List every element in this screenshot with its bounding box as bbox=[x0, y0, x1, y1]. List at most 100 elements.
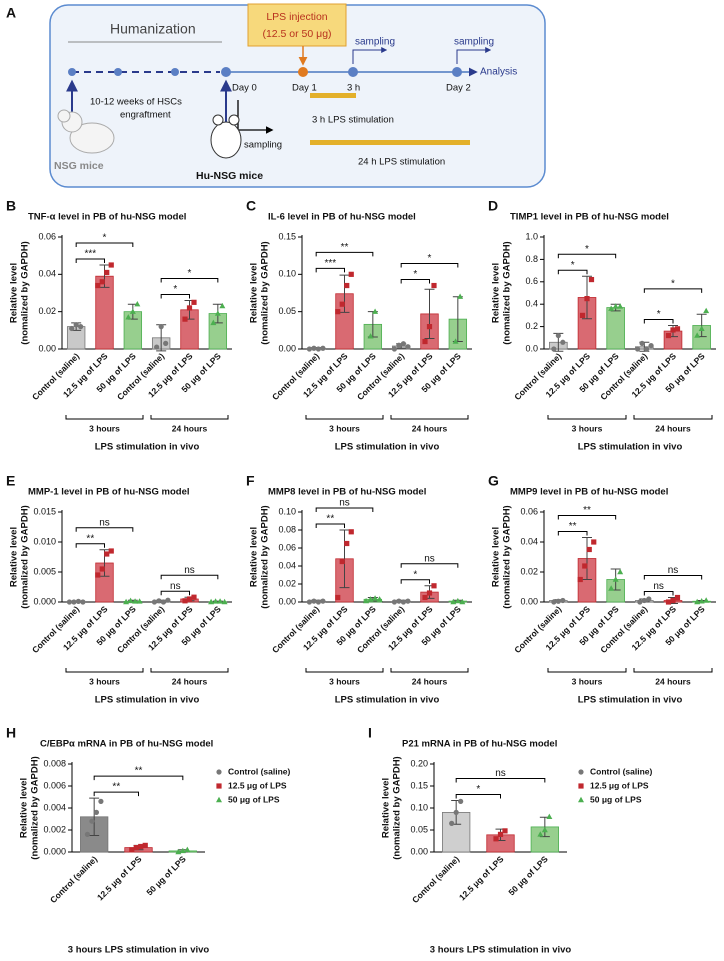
significance-bracket bbox=[643, 288, 703, 293]
y-axis-label: Relative level bbox=[249, 263, 260, 323]
data-point bbox=[555, 332, 561, 339]
significance-label: ns bbox=[653, 581, 664, 592]
day-label: Day 2 bbox=[446, 83, 471, 94]
y-tick-label: 0.02 bbox=[38, 306, 56, 316]
data-point bbox=[184, 846, 191, 852]
data-point bbox=[133, 845, 139, 851]
data-point bbox=[586, 546, 592, 553]
data-point bbox=[182, 316, 188, 322]
significance-label: * bbox=[428, 253, 432, 264]
day-label: Day 1 bbox=[292, 83, 317, 94]
data-point bbox=[163, 340, 169, 346]
y-axis-label: Relative level bbox=[19, 778, 30, 838]
y-tick-label: 0.006 bbox=[43, 780, 66, 790]
panel-label: A bbox=[6, 5, 16, 21]
data-point bbox=[104, 551, 110, 557]
significance-bracket bbox=[557, 269, 588, 275]
chart-title: TNF-α level in PB of hu-NSG model bbox=[28, 212, 186, 223]
data-point bbox=[335, 594, 341, 601]
data-point bbox=[639, 340, 645, 346]
sampling-arrow bbox=[456, 47, 492, 64]
data-point bbox=[315, 599, 322, 605]
data-point bbox=[108, 262, 114, 268]
data-point bbox=[175, 848, 182, 855]
data-point bbox=[221, 598, 228, 605]
data-point bbox=[127, 597, 134, 603]
data-point bbox=[311, 598, 317, 604]
data-point bbox=[165, 597, 171, 603]
data-point bbox=[129, 308, 136, 314]
data-point bbox=[191, 299, 197, 305]
significance-label: * bbox=[188, 268, 192, 279]
y-tick-label: 0.002 bbox=[43, 824, 66, 834]
significance-label: * bbox=[413, 269, 417, 280]
group-label: 3 hours bbox=[329, 676, 360, 686]
chart-panel: G MMP9 level in PB of hu-NSG model Relativ… bbox=[488, 473, 716, 706]
data-point bbox=[560, 597, 566, 604]
y-tick-label: 0.8 bbox=[525, 254, 538, 264]
group-bracket bbox=[65, 415, 144, 420]
chart-title: MMP8 level in PB of hu-NSG model bbox=[268, 487, 426, 498]
data-point bbox=[311, 345, 317, 351]
significance-bracket bbox=[315, 251, 374, 257]
x-axis-label: LPS stimulation in vivo bbox=[335, 442, 440, 453]
y-tick-label: 0.04 bbox=[520, 536, 538, 546]
data-point bbox=[214, 310, 221, 316]
data-point bbox=[138, 843, 144, 850]
data-point bbox=[670, 597, 676, 604]
data-point bbox=[608, 585, 615, 591]
x-tick-label: Control (saline) bbox=[30, 351, 81, 402]
timeline-dots bbox=[68, 67, 462, 77]
legend-label: 12.5 μg of LPS bbox=[228, 780, 287, 790]
significance-bracket bbox=[75, 527, 134, 532]
data-point bbox=[497, 831, 504, 837]
data-point bbox=[637, 599, 643, 605]
significance-label: * bbox=[103, 233, 107, 244]
chart-title: MMP9 level in PB of hu-NSG model bbox=[510, 487, 668, 498]
x-axis-label: LPS stimulation in vivo bbox=[95, 442, 200, 453]
x-axis-label: LPS stimulation in vivo bbox=[95, 695, 200, 706]
significance-label: * bbox=[173, 284, 177, 295]
analysis-label: Analysis bbox=[480, 67, 517, 78]
data-point bbox=[452, 338, 459, 344]
data-point bbox=[125, 314, 132, 320]
chart-title: IL-6 level in PB of hu-NSG model bbox=[268, 212, 416, 223]
data-point bbox=[674, 326, 681, 332]
data-point bbox=[450, 598, 457, 605]
y-axis-label: (nomalized by GAPDH) bbox=[20, 241, 31, 344]
data-point bbox=[400, 341, 407, 347]
y-axis bbox=[61, 510, 232, 603]
data-point bbox=[210, 319, 217, 326]
data-point bbox=[546, 813, 553, 819]
x-tick-label: Control (saline) bbox=[270, 351, 321, 402]
y-tick-label: 0.15 bbox=[278, 231, 296, 241]
y-tick-label: 0.02 bbox=[520, 566, 538, 576]
y-tick-label: 0.000 bbox=[33, 596, 56, 606]
y-tick-label: 0.015 bbox=[33, 506, 56, 516]
data-point bbox=[108, 548, 114, 554]
significance-label: ** bbox=[112, 782, 120, 793]
sampling-label: sampling bbox=[355, 37, 395, 48]
data-point bbox=[134, 301, 141, 307]
x-tick-label: 12.5 μg of LPS bbox=[457, 854, 506, 903]
significance-bracket bbox=[160, 590, 190, 596]
x-tick-label: 50 μg of LPS bbox=[506, 854, 550, 898]
data-point bbox=[396, 342, 402, 348]
significance-bracket bbox=[315, 523, 345, 528]
data-point bbox=[136, 598, 143, 604]
data-point bbox=[537, 831, 544, 837]
y-tick-label: 0.10 bbox=[278, 506, 296, 516]
y-tick-label: 0.004 bbox=[43, 802, 66, 812]
data-point bbox=[66, 599, 73, 605]
data-point bbox=[158, 324, 164, 330]
data-point bbox=[422, 338, 428, 345]
data-point bbox=[694, 598, 701, 605]
y-tick-label: 0.15 bbox=[410, 780, 428, 790]
y-axis-label: Relative level bbox=[381, 778, 392, 838]
data-point bbox=[306, 599, 313, 605]
data-point bbox=[698, 598, 705, 604]
chart-panel: D TIMP1 level in PB of hu-NSG model Relati… bbox=[488, 198, 716, 453]
mouse-label: NSG mice bbox=[54, 160, 104, 172]
chart-panel: F MMP8 level in PB of hu-NSG model Relativ… bbox=[246, 473, 472, 706]
panel-a: A Humanization Analysis LPS injection (1… bbox=[6, 3, 546, 188]
